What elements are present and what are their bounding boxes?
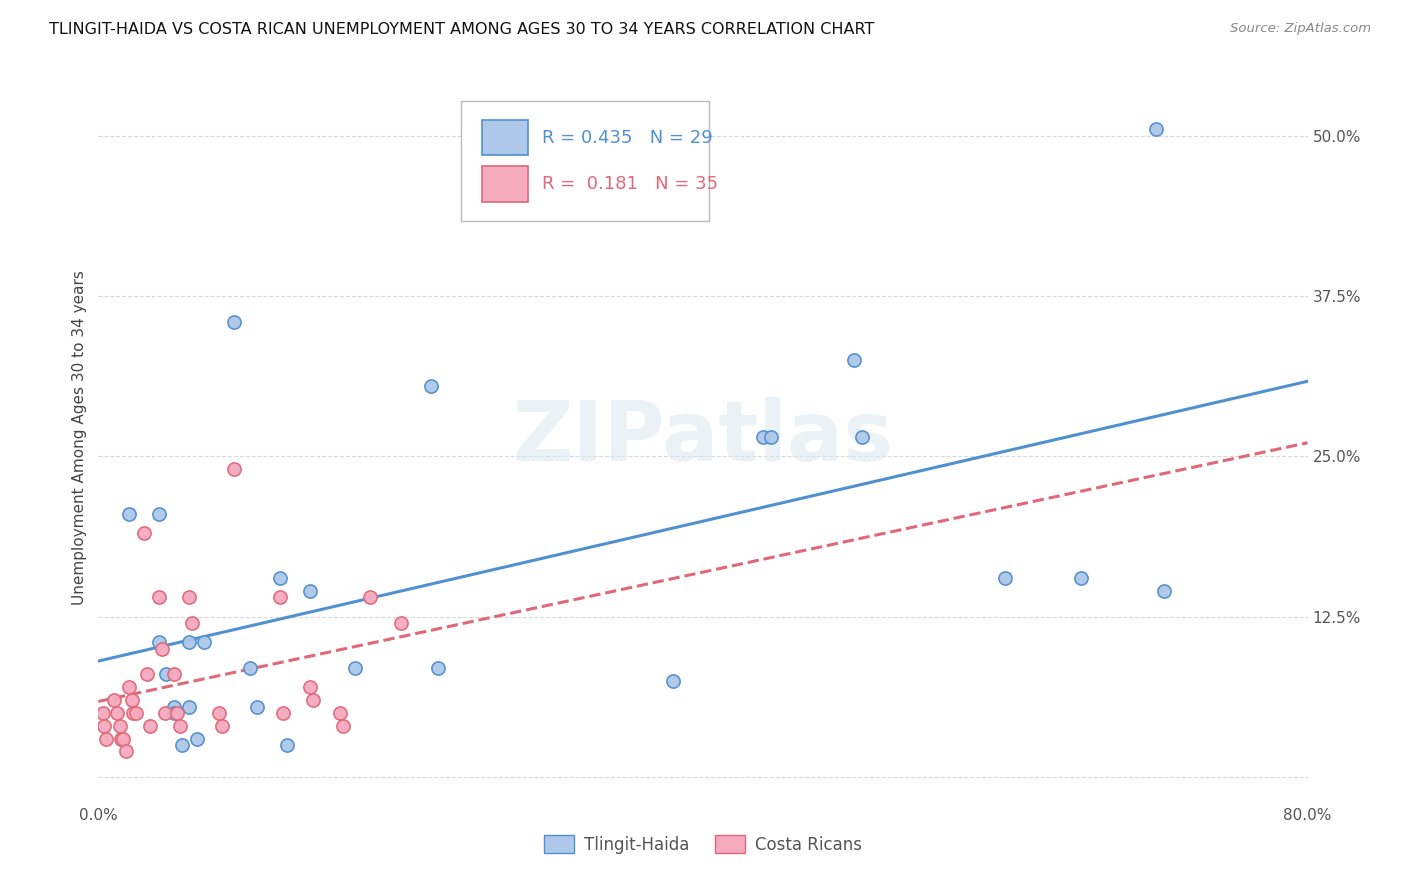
- Point: [111, 731, 134, 746]
- Point: [1144, 122, 1167, 136]
- Point: [427, 661, 450, 675]
- Text: R =  0.181   N = 35: R = 0.181 N = 35: [543, 175, 718, 193]
- Point: [759, 430, 782, 444]
- Point: [271, 706, 294, 720]
- Point: [122, 706, 145, 720]
- Point: [118, 507, 141, 521]
- Point: [91, 706, 114, 720]
- Point: [208, 706, 231, 720]
- Point: [851, 430, 873, 444]
- Point: [139, 719, 162, 733]
- Point: [239, 661, 262, 675]
- Point: [332, 719, 354, 733]
- Point: [211, 719, 233, 733]
- Point: [994, 571, 1017, 585]
- Point: [299, 584, 322, 599]
- FancyBboxPatch shape: [482, 167, 527, 202]
- Point: [118, 681, 141, 695]
- Point: [246, 699, 269, 714]
- Point: [1153, 584, 1175, 599]
- Point: [114, 744, 136, 758]
- Point: [389, 616, 412, 631]
- Text: ZIPatlas: ZIPatlas: [513, 397, 893, 477]
- Point: [181, 616, 204, 631]
- Point: [103, 693, 125, 707]
- Point: [269, 591, 291, 605]
- Point: [121, 693, 143, 707]
- Point: [224, 462, 246, 476]
- Point: [166, 706, 188, 720]
- Point: [661, 673, 683, 688]
- Point: [179, 591, 201, 605]
- Text: TLINGIT-HAIDA VS COSTA RICAN UNEMPLOYMENT AMONG AGES 30 TO 34 YEARS CORRELATION : TLINGIT-HAIDA VS COSTA RICAN UNEMPLOYMEN…: [49, 22, 875, 37]
- Point: [110, 731, 132, 746]
- Point: [179, 699, 201, 714]
- Point: [148, 591, 170, 605]
- Point: [186, 731, 208, 746]
- Point: [125, 706, 148, 720]
- Point: [105, 706, 128, 720]
- Legend: Tlingit-Haida, Costa Ricans: Tlingit-Haida, Costa Ricans: [537, 829, 869, 860]
- Point: [163, 667, 186, 681]
- Point: [153, 706, 176, 720]
- Point: [302, 693, 325, 707]
- Point: [1070, 571, 1092, 585]
- FancyBboxPatch shape: [461, 101, 709, 221]
- Point: [150, 641, 173, 656]
- Point: [299, 681, 322, 695]
- Point: [269, 571, 291, 585]
- Point: [135, 667, 157, 681]
- Point: [752, 430, 775, 444]
- FancyBboxPatch shape: [482, 120, 527, 155]
- Point: [132, 526, 155, 541]
- Point: [276, 738, 298, 752]
- Point: [420, 378, 443, 392]
- Point: [94, 731, 117, 746]
- Text: Source: ZipAtlas.com: Source: ZipAtlas.com: [1230, 22, 1371, 36]
- Point: [179, 635, 201, 649]
- Point: [93, 719, 115, 733]
- Point: [360, 591, 382, 605]
- Point: [844, 353, 866, 368]
- Point: [163, 699, 186, 714]
- Point: [344, 661, 367, 675]
- Point: [169, 719, 191, 733]
- Y-axis label: Unemployment Among Ages 30 to 34 years: Unemployment Among Ages 30 to 34 years: [72, 269, 87, 605]
- Point: [148, 507, 170, 521]
- Point: [224, 315, 246, 329]
- Point: [148, 635, 170, 649]
- Point: [163, 706, 186, 720]
- Point: [193, 635, 215, 649]
- Point: [329, 706, 352, 720]
- Point: [108, 719, 131, 733]
- Text: R = 0.435   N = 29: R = 0.435 N = 29: [543, 129, 713, 147]
- Point: [170, 738, 193, 752]
- Point: [155, 667, 177, 681]
